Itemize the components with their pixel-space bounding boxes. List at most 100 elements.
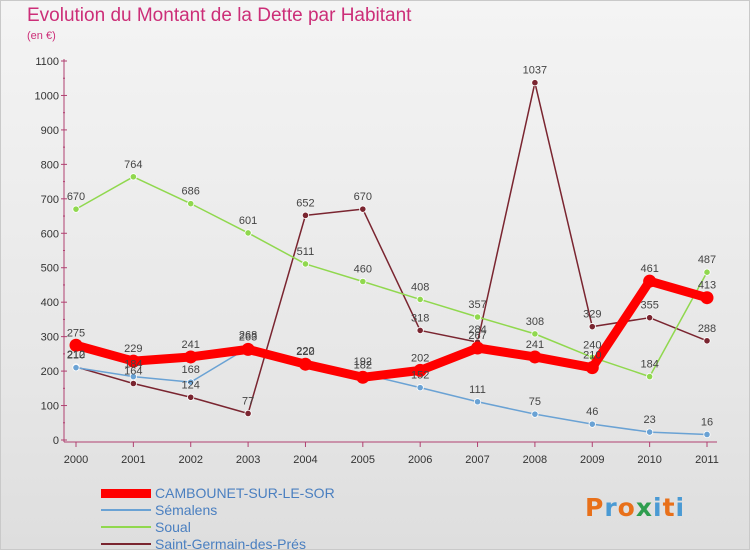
data-label: 192 xyxy=(354,356,372,368)
data-label: 288 xyxy=(698,323,716,335)
series-line-1 xyxy=(75,346,708,436)
data-point xyxy=(416,295,424,304)
data-label: 461 xyxy=(640,263,658,275)
data-label: 670 xyxy=(67,191,85,203)
data-label: 23 xyxy=(644,414,656,426)
legend-swatch xyxy=(101,509,151,511)
data-point xyxy=(588,420,596,428)
data-point xyxy=(473,398,482,406)
data-label: 241 xyxy=(182,339,200,351)
y-tick-label: 400 xyxy=(41,297,59,309)
x-tick-label: 2003 xyxy=(236,454,260,466)
data-point xyxy=(244,409,252,418)
data-point xyxy=(473,313,482,321)
data-label: 686 xyxy=(182,186,200,198)
data-point xyxy=(187,200,195,208)
data-label: 182 xyxy=(354,359,372,371)
legend-swatch xyxy=(101,526,151,528)
x-tick-label: 2008 xyxy=(523,454,547,466)
data-label: 184 xyxy=(640,359,658,371)
data-label: 168 xyxy=(182,364,200,376)
legend-label: Soual xyxy=(155,519,191,535)
data-point xyxy=(703,337,711,345)
data-point xyxy=(69,338,83,352)
data-label: 318 xyxy=(411,312,429,324)
y-tick-label: 500 xyxy=(41,263,59,275)
legend-swatch xyxy=(101,488,151,498)
data-label: 229 xyxy=(124,343,142,355)
data-label: 267 xyxy=(468,330,486,342)
data-label: 764 xyxy=(124,159,142,171)
series-line-0 xyxy=(71,276,712,382)
data-point xyxy=(126,354,140,368)
y-tick-label: 600 xyxy=(41,228,59,240)
data-point xyxy=(588,323,596,331)
data-label: 220 xyxy=(296,346,314,358)
data-label: 16 xyxy=(701,416,713,428)
data-label: 75 xyxy=(529,396,541,408)
data-label: 46 xyxy=(586,406,598,418)
data-point xyxy=(184,350,198,364)
data-point xyxy=(528,350,542,364)
data-point xyxy=(301,211,310,219)
data-label: 210 xyxy=(67,350,85,362)
data-label: 152 xyxy=(411,370,429,382)
data-label: 601 xyxy=(239,215,257,227)
data-label: 487 xyxy=(698,254,716,266)
data-label: 184 xyxy=(124,359,142,371)
y-tick-label: 900 xyxy=(41,125,59,137)
data-point xyxy=(646,428,654,436)
x-tick-label: 2007 xyxy=(465,454,489,466)
data-label: 511 xyxy=(297,246,315,258)
proxiti-logo: Proxiti xyxy=(585,493,685,522)
data-point xyxy=(413,363,427,377)
data-point xyxy=(646,314,654,322)
data-label: 263 xyxy=(239,331,257,343)
data-label: 357 xyxy=(468,299,486,311)
logo-letter: i xyxy=(675,493,686,522)
x-tick-label: 2004 xyxy=(293,454,317,466)
data-point xyxy=(298,357,312,371)
logo-letter: i xyxy=(653,493,663,522)
chart-title: Evolution du Montant de la Dette par Hab… xyxy=(27,5,412,26)
data-point xyxy=(301,260,310,268)
y-tick-label: 800 xyxy=(41,159,59,171)
legend-label: Sémalens xyxy=(155,502,218,518)
data-label: 210 xyxy=(583,350,601,362)
series-line-3 xyxy=(75,81,708,415)
logo-letter: P xyxy=(585,493,605,522)
data-label: 413 xyxy=(698,280,716,292)
data-label: 284 xyxy=(468,324,486,336)
data-label: 670 xyxy=(354,191,372,203)
data-point xyxy=(416,326,424,335)
logo-letter: o xyxy=(617,493,636,522)
data-point xyxy=(703,430,711,439)
data-label: 124 xyxy=(182,379,200,391)
x-tick-label: 2009 xyxy=(580,454,604,466)
data-point xyxy=(72,205,80,213)
data-point xyxy=(703,268,711,276)
legend-label: Saint-Germain-des-Prés xyxy=(155,536,306,550)
data-label: 202 xyxy=(411,352,429,364)
series-line-2 xyxy=(75,176,708,378)
data-label: 460 xyxy=(354,264,372,276)
x-tick-label: 2010 xyxy=(637,454,661,466)
legend-swatch xyxy=(101,543,151,545)
data-label: 268 xyxy=(239,330,257,342)
data-point xyxy=(643,274,657,288)
data-label: 240 xyxy=(583,339,601,351)
x-tick-label: 2002 xyxy=(178,454,202,466)
data-point xyxy=(471,341,485,355)
data-label: 329 xyxy=(583,309,601,321)
x-tick-label: 2006 xyxy=(408,454,432,466)
y-tick-label: 1100 xyxy=(35,56,59,68)
data-label: 652 xyxy=(296,197,314,209)
data-point xyxy=(356,370,370,384)
y-tick-label: 700 xyxy=(41,194,59,206)
data-point xyxy=(244,229,252,237)
x-tick-label: 2005 xyxy=(351,454,375,466)
data-point xyxy=(129,173,137,181)
data-point xyxy=(416,384,424,392)
data-label: 408 xyxy=(411,281,429,293)
